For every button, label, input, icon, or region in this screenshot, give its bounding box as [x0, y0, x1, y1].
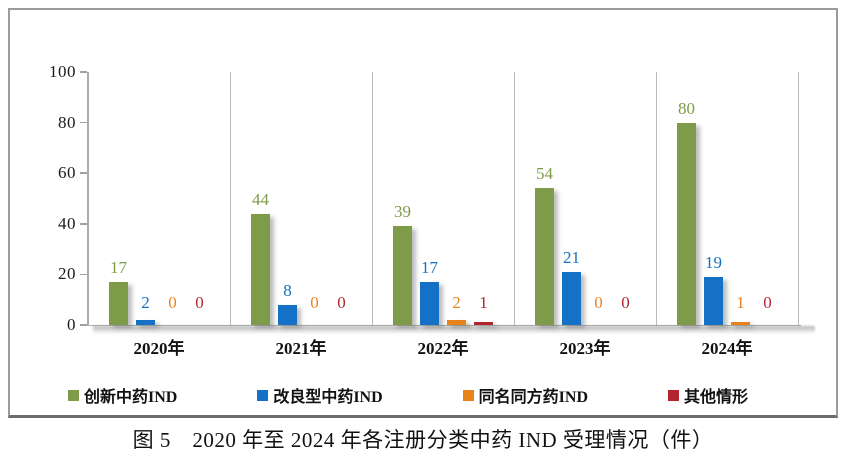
- y-axis-line: [87, 72, 89, 325]
- bar: [704, 276, 723, 325]
- category-separator: [514, 72, 515, 325]
- category-separator: [798, 72, 799, 325]
- legend-swatch: [462, 389, 474, 401]
- bar-value-label: 2: [141, 293, 150, 312]
- legend-item: 其他情形: [667, 383, 748, 407]
- bar-value-label: 19: [705, 252, 722, 272]
- bar-value-label: 0: [763, 293, 772, 312]
- x-axis-label: 2022年: [417, 339, 469, 358]
- category-separator: [230, 72, 231, 325]
- legend-item: 同名同方药IND: [462, 383, 588, 407]
- x-axis-label: 2021年: [275, 339, 327, 358]
- x-axis-baseline: [87, 324, 801, 326]
- y-tick-label: 20: [58, 264, 76, 284]
- bar-value-label: 0: [310, 293, 319, 312]
- bar: [136, 319, 155, 325]
- bar-value-label: 39: [394, 202, 411, 222]
- y-tick-label: 40: [58, 213, 76, 233]
- bar: [278, 304, 297, 325]
- bar: [420, 282, 439, 325]
- x-axis-label: 2020年: [133, 339, 185, 358]
- x-axis-label: 2024年: [701, 339, 753, 358]
- legend-swatch: [667, 389, 679, 401]
- y-tick-mark: [80, 121, 87, 124]
- legend-swatch: [68, 389, 79, 401]
- bar-value-label: 17: [110, 258, 127, 277]
- bar: [562, 271, 581, 325]
- bar: [535, 188, 554, 325]
- chart-frame: 0 20 40 60 80 100 17 44 39 54 80 2 8 17 21 19 0 0 2 0 1 0 0 1 0 0…: [8, 8, 838, 418]
- bar-value-label: 0: [168, 293, 177, 312]
- legend: 创新中药IND 改良型中药IND 同名同方药IND 其他情形: [10, 382, 836, 408]
- legend-label: 其他情形: [683, 389, 748, 406]
- legend-item: 创新中药IND: [68, 383, 177, 407]
- bar: [677, 122, 696, 325]
- category-separator: [656, 72, 657, 325]
- bar-value-label: 0: [594, 293, 603, 312]
- bar-value-label: 2: [452, 293, 461, 312]
- bar-value-label: 1: [736, 293, 745, 312]
- plot-area: 0 20 40 60 80 100 17 44 39 54 80 2 8 17 21 19 0 0 2 0 1 0 0 1 0 0: [49, 62, 815, 334]
- bar-value-label: 0: [195, 293, 204, 312]
- y-tick-mark: [80, 223, 87, 225]
- baseline-shadow: [93, 326, 815, 334]
- legend-label: 改良型中药IND: [273, 389, 383, 406]
- bar: [447, 319, 466, 325]
- bar-value-label: 44: [252, 189, 269, 209]
- x-axis-label: 2023年: [559, 339, 611, 358]
- y-tick-mark: [80, 324, 87, 326]
- y-tick-mark: [80, 273, 87, 276]
- bar-value-label: 8: [283, 280, 292, 300]
- legend-label: 创新中药IND: [84, 389, 178, 406]
- y-tick-label: 60: [58, 163, 76, 183]
- y-tick-label: 0: [67, 315, 76, 334]
- figure-caption: 图 5 2020 年至 2024 年各注册分类中药 IND 受理情况（件）: [132, 428, 714, 452]
- legend-swatch: [257, 389, 269, 401]
- bar: [109, 282, 128, 325]
- bar-value-label: 0: [337, 293, 346, 312]
- bar-value-label: 21: [563, 247, 580, 267]
- bar-value-label: 1: [479, 293, 488, 312]
- y-tick-label: 80: [58, 112, 76, 132]
- bar-value-label: 17: [421, 258, 438, 277]
- bar: [251, 213, 270, 325]
- bar: [393, 226, 412, 325]
- legend-item: 改良型中药IND: [257, 383, 383, 407]
- y-tick-mark: [80, 172, 87, 174]
- legend-label: 同名同方药IND: [478, 389, 588, 406]
- category-separator: [372, 72, 373, 325]
- bar-value-label: 54: [536, 164, 553, 184]
- y-tick-label: 100: [49, 62, 76, 81]
- bar-value-label: 0: [621, 293, 630, 312]
- bar-value-label: 80: [678, 98, 695, 118]
- y-tick-mark: [80, 71, 87, 73]
- x-axis-labels: 2020年 2021年 2022年 2023年 2024年: [88, 334, 798, 358]
- bar: [474, 322, 493, 325]
- bar: [731, 322, 750, 325]
